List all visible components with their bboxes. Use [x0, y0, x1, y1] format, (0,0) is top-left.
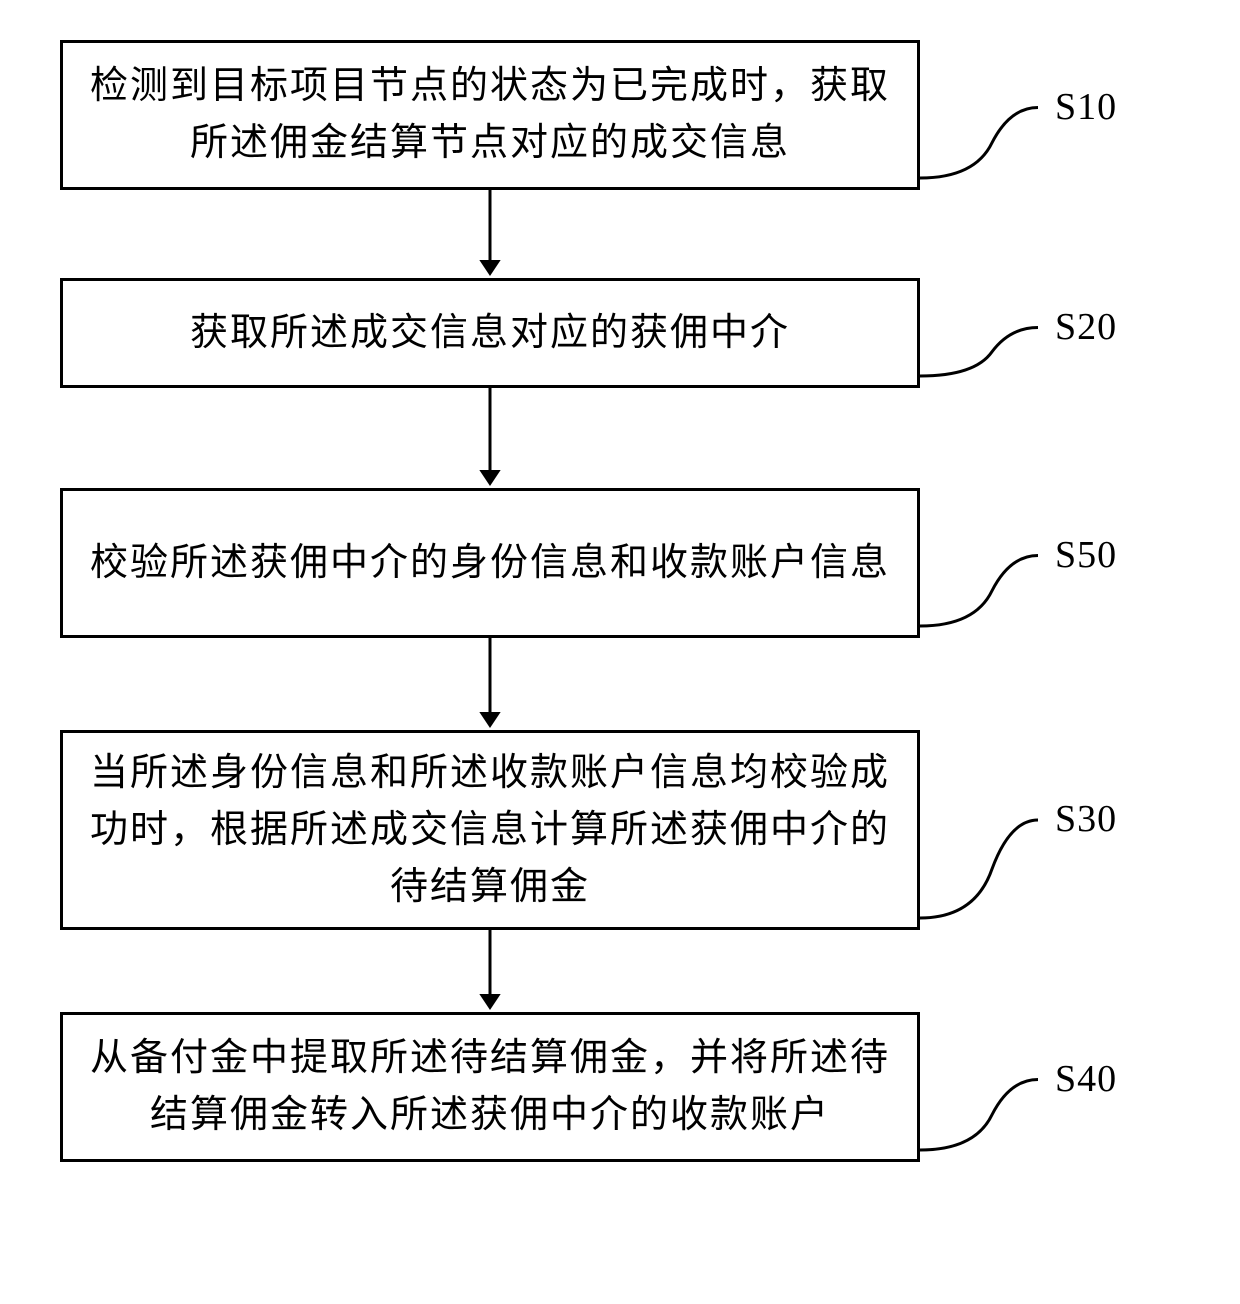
step-label-s30: S30 [1055, 797, 1117, 841]
label-wrap: S40 [920, 1012, 1180, 1162]
step-text: 获取所述成交信息对应的获佣中介 [190, 305, 790, 362]
arrow-gap [60, 388, 920, 488]
flow-step-s40: 从备付金中提取所述待结算佣金，并将所述待结算佣金转入所述获佣中介的收款账户 S4… [60, 1012, 1180, 1162]
step-label-s50: S50 [1055, 533, 1117, 577]
flow-step-s10: 检测到目标项目节点的状态为已完成时，获取所述佣金结算节点对应的成交信息 S10 [60, 40, 1180, 190]
label-wrap: S20 [920, 278, 1180, 388]
connector-curve [920, 1012, 1040, 1162]
step-box-s50: 校验所述获佣中介的身份信息和收款账户信息 [60, 488, 920, 638]
step-box-s40: 从备付金中提取所述待结算佣金，并将所述待结算佣金转入所述获佣中介的收款账户 [60, 1012, 920, 1162]
flow-step-s30: 当所述身份信息和所述收款账户信息均校验成功时，根据所述成交信息计算所述获佣中介的… [60, 730, 1180, 930]
arrow-gap [60, 190, 920, 278]
arrow-down-icon [470, 930, 510, 1012]
step-box-s30: 当所述身份信息和所述收款账户信息均校验成功时，根据所述成交信息计算所述获佣中介的… [60, 730, 920, 930]
arrow-down-icon [470, 388, 510, 488]
label-wrap: S10 [920, 40, 1180, 190]
arrow-gap [60, 638, 920, 730]
step-box-s20: 获取所述成交信息对应的获佣中介 [60, 278, 920, 388]
connector-curve [920, 730, 1040, 930]
arrow-down-icon [470, 190, 510, 278]
label-wrap: S30 [920, 730, 1180, 930]
connector-curve [920, 488, 1040, 638]
arrow-down-icon [470, 638, 510, 730]
step-text: 从备付金中提取所述待结算佣金，并将所述待结算佣金转入所述获佣中介的收款账户 [87, 1030, 893, 1144]
label-wrap: S50 [920, 488, 1180, 638]
step-label-s10: S10 [1055, 85, 1117, 129]
step-text: 当所述身份信息和所述收款账户信息均校验成功时，根据所述成交信息计算所述获佣中介的… [87, 745, 893, 916]
step-label-s40: S40 [1055, 1057, 1117, 1101]
arrow-gap [60, 930, 920, 1012]
connector-curve [920, 278, 1040, 388]
step-text: 检测到目标项目节点的状态为已完成时，获取所述佣金结算节点对应的成交信息 [87, 58, 893, 172]
flow-step-s20: 获取所述成交信息对应的获佣中介 S20 [60, 278, 1180, 388]
flowchart-container: 检测到目标项目节点的状态为已完成时，获取所述佣金结算节点对应的成交信息 S10 … [60, 40, 1180, 1162]
connector-curve [920, 40, 1040, 190]
step-text: 校验所述获佣中介的身份信息和收款账户信息 [90, 535, 890, 592]
step-label-s20: S20 [1055, 305, 1117, 349]
step-box-s10: 检测到目标项目节点的状态为已完成时，获取所述佣金结算节点对应的成交信息 [60, 40, 920, 190]
flow-step-s50: 校验所述获佣中介的身份信息和收款账户信息 S50 [60, 488, 1180, 638]
